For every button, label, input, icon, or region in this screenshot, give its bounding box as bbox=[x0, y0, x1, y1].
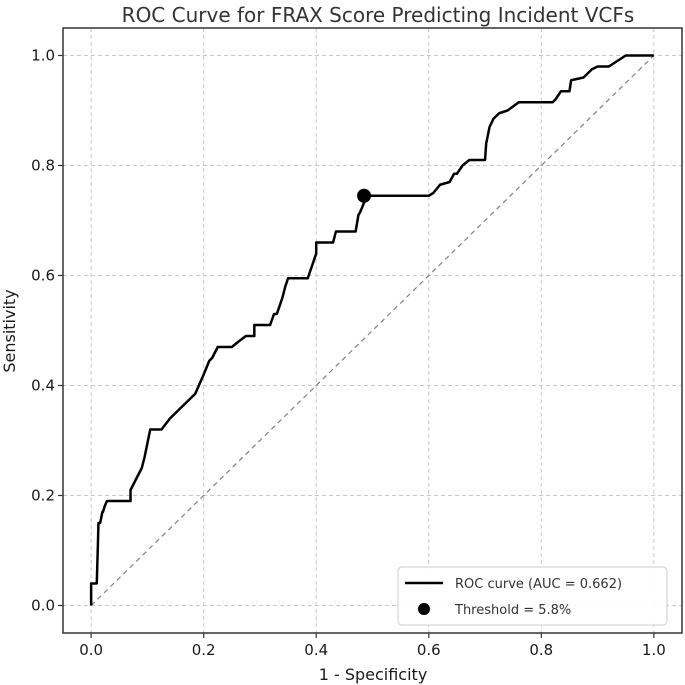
chance-diagonal-line bbox=[90, 55, 655, 606]
threshold-point bbox=[357, 188, 372, 203]
legend-box bbox=[397, 566, 668, 626]
x-tick-label: 0.0 bbox=[79, 641, 103, 659]
y-tick-label: 0.0 bbox=[31, 597, 55, 615]
points-layer bbox=[357, 188, 372, 203]
ticks: 0.0 0.2 0.4 0.6 0.8 1.0 0.0 0.2 0.4 0.6 0.8 1.0 bbox=[31, 47, 666, 660]
legend: ROC curve (AUC = 0.662) Threshold = 5.8% bbox=[397, 566, 668, 626]
y-tick-label: 0.2 bbox=[31, 487, 55, 505]
legend-threshold-label: Threshold = 5.8% bbox=[454, 603, 571, 618]
x-tick-label: 0.8 bbox=[529, 641, 553, 659]
legend-point-swatch bbox=[418, 603, 430, 615]
x-tick-label: 1.0 bbox=[642, 641, 666, 659]
y-tick-label: 0.6 bbox=[31, 267, 55, 285]
x-tick-label: 0.2 bbox=[192, 641, 216, 659]
series-layer bbox=[89, 54, 655, 606]
plot-frame bbox=[62, 27, 683, 634]
y-tick-label: 0.8 bbox=[31, 157, 55, 175]
grid bbox=[63, 28, 682, 633]
legend-roc-label: ROC curve (AUC = 0.662) bbox=[455, 577, 622, 592]
x-axis-label: 1 - Specificity bbox=[319, 665, 428, 684]
chart-title: ROC Curve for FRAX Score Predicting Inci… bbox=[122, 3, 635, 27]
roc-curve-line bbox=[89, 54, 654, 606]
x-tick-label: 0.4 bbox=[304, 641, 328, 659]
x-tick-label: 0.6 bbox=[417, 641, 441, 659]
y-axis-label: Sensitivity bbox=[0, 289, 19, 372]
y-tick-label: 0.4 bbox=[31, 377, 55, 395]
y-tick-label: 1.0 bbox=[31, 47, 55, 65]
